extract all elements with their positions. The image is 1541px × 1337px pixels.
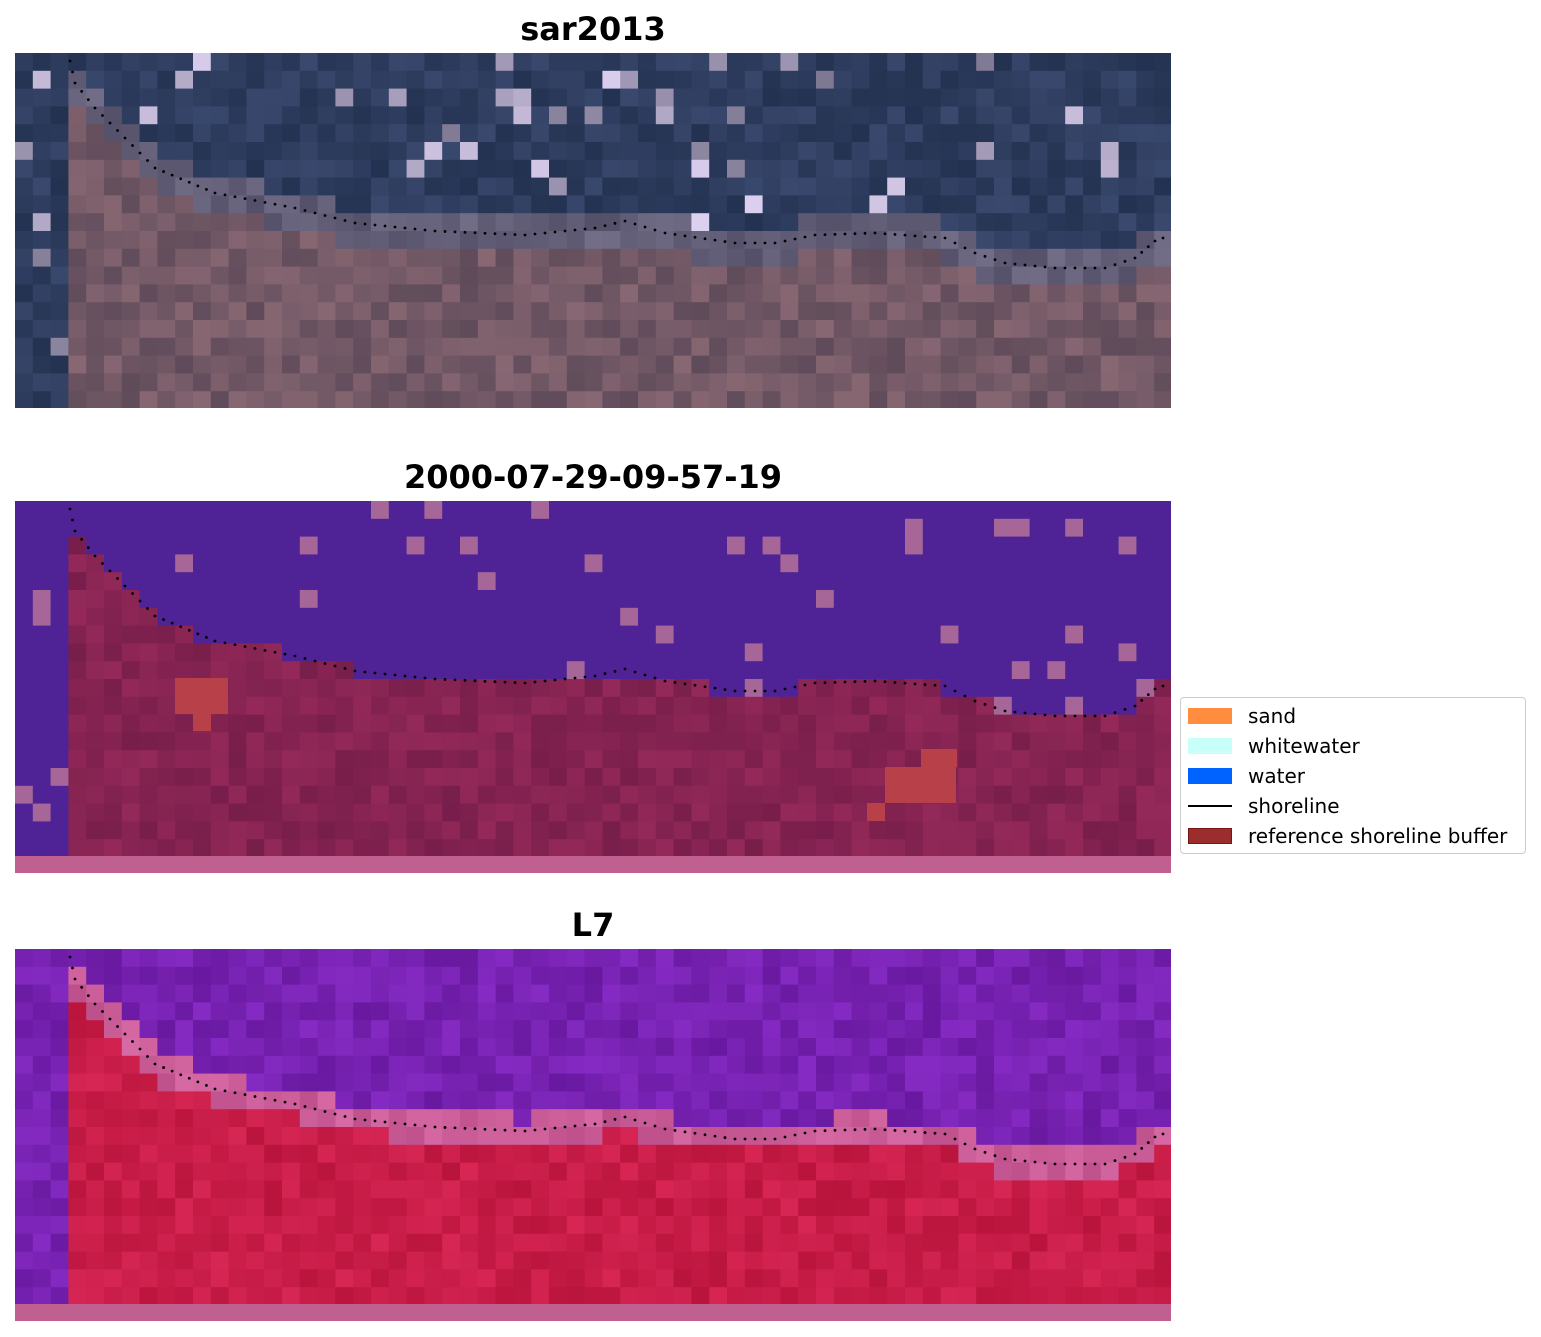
panel-title-3: L7 [571, 906, 615, 944]
shoreline-dots [68, 59, 1165, 270]
legend-item-whitewater: whitewater [1188, 734, 1360, 758]
bottom-band [15, 1304, 1171, 1321]
legend-item-water: water [1188, 764, 1305, 788]
whitewater-swatch [1188, 738, 1232, 754]
rgb-image-panel [15, 53, 1171, 408]
panel-title-1: sar2013 [520, 10, 666, 48]
satellite-pixels [15, 53, 1171, 408]
legend-label-sand: sand [1248, 704, 1297, 728]
water-swatch [1188, 768, 1232, 784]
legend-item-shoreline: shoreline [1188, 794, 1340, 818]
classified-image-panel [15, 501, 1171, 873]
reference-buffer-patches [175, 678, 957, 821]
legend-item-sand: sand [1188, 704, 1297, 728]
reference-buffer-swatch [1188, 828, 1232, 844]
index-image-panel [15, 949, 1171, 1321]
legend-label-shoreline: shoreline [1248, 794, 1340, 818]
index-pixels [15, 949, 1171, 1306]
legend: sand whitewater water shoreline referenc… [1180, 697, 1526, 854]
legend-label-reference-buffer: reference shoreline buffer [1248, 824, 1508, 848]
classified-pixels [15, 501, 1171, 858]
legend-label-water: water [1248, 764, 1305, 788]
legend-label-whitewater: whitewater [1248, 734, 1360, 758]
panel-title-2: 2000-07-29-09-57-19 [403, 458, 783, 496]
sand-swatch [1188, 708, 1232, 724]
bottom-band [15, 856, 1171, 873]
shoreline-dots [68, 955, 1165, 1166]
shoreline-dots [68, 507, 1165, 718]
shoreline-line-swatch [1188, 805, 1232, 807]
legend-item-reference-buffer: reference shoreline buffer [1188, 824, 1508, 848]
